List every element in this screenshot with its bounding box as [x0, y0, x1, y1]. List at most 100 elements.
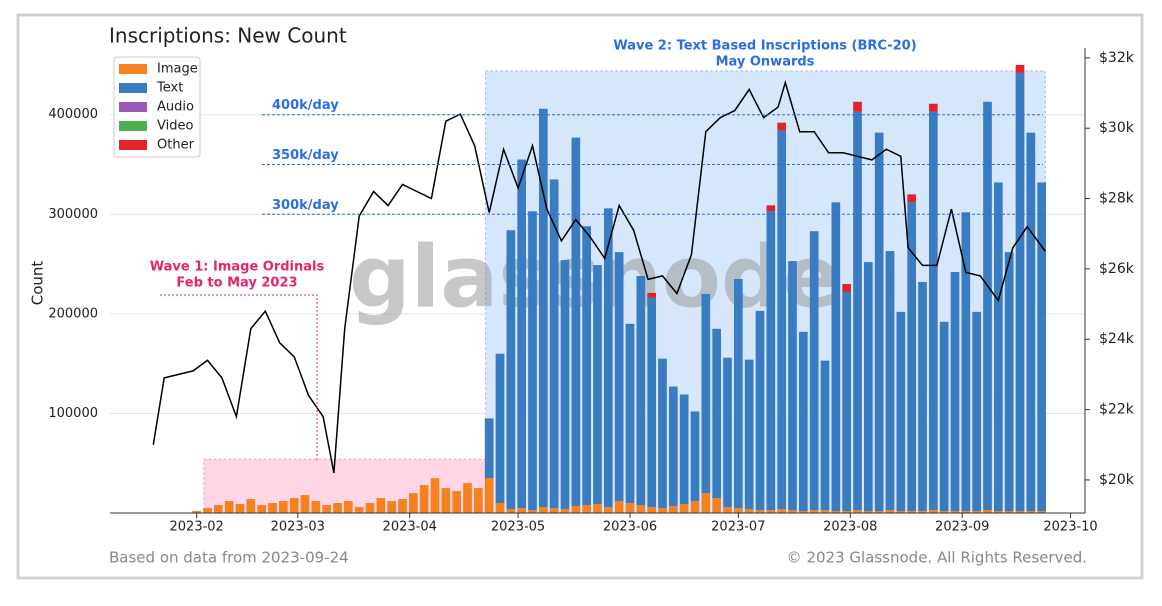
- bar: [495, 353, 505, 504]
- bar: [517, 159, 526, 509]
- bar: [690, 411, 700, 502]
- bar: [712, 498, 721, 513]
- bar: [235, 504, 245, 513]
- x-tick-label: 2023-08: [823, 520, 877, 535]
- bar: [289, 498, 299, 513]
- bar: [430, 478, 440, 513]
- bar: [929, 510, 938, 513]
- bar: [636, 276, 646, 506]
- bar: [701, 293, 711, 494]
- bar: [549, 508, 559, 513]
- bar: [734, 279, 743, 509]
- bar: [679, 394, 689, 505]
- bar: [506, 509, 516, 513]
- bar: [842, 511, 851, 513]
- bar: [690, 501, 700, 513]
- bar: [777, 122, 786, 131]
- y-tick-label: 300000: [48, 207, 98, 222]
- bar: [1015, 72, 1025, 512]
- bar: [268, 503, 277, 513]
- bar: [896, 511, 906, 513]
- bar: [907, 202, 916, 512]
- hline-label: 350k/day: [272, 148, 339, 163]
- bar: [484, 478, 494, 513]
- y-tick-label: 200000: [48, 306, 98, 321]
- bar: [484, 418, 494, 479]
- hline-label: 400k/day: [272, 98, 339, 113]
- bar: [864, 511, 873, 513]
- bar: [929, 111, 938, 511]
- bar: [528, 211, 537, 511]
- bar: [755, 510, 765, 513]
- bar: [853, 111, 862, 511]
- bar: [755, 310, 765, 511]
- region-label: Feb to May 2023: [176, 276, 297, 291]
- bar: [257, 505, 266, 513]
- bar: [820, 510, 830, 513]
- bar: [614, 252, 624, 502]
- bar: [799, 511, 808, 513]
- bar: [495, 503, 505, 513]
- bar: [549, 179, 559, 509]
- bar: [723, 507, 732, 513]
- bar: [788, 261, 797, 511]
- bar: [864, 262, 873, 512]
- bar: [907, 194, 916, 203]
- bar: [452, 491, 461, 513]
- bar: [918, 511, 927, 513]
- x-tick-label: 2023-02: [170, 520, 224, 535]
- bar: [322, 505, 331, 513]
- bar: [809, 510, 819, 513]
- bar: [799, 331, 808, 512]
- bar: [1004, 511, 1014, 513]
- bar: [896, 311, 906, 512]
- bar: [972, 311, 981, 512]
- bar: [604, 208, 613, 508]
- bar: [647, 297, 656, 508]
- bar: [560, 509, 570, 513]
- bar: [582, 226, 591, 506]
- bar: [419, 485, 429, 513]
- legend-label: Other: [157, 138, 195, 153]
- legend-label: Image: [157, 62, 198, 77]
- legend-label: Video: [157, 119, 193, 134]
- bar: [1015, 64, 1025, 73]
- bar: [950, 272, 960, 512]
- y2-tick-label: $20k: [1099, 472, 1135, 488]
- bar: [885, 251, 895, 511]
- legend: Image Text Audio Video Other: [113, 56, 201, 158]
- bar: [224, 501, 234, 513]
- bar: [560, 260, 570, 510]
- chart-title: Inscriptions: New Count: [109, 24, 347, 48]
- bar: [300, 495, 310, 513]
- bar: [939, 511, 949, 513]
- region-label: Wave 2: Text Based Inscriptions (BRC-20): [613, 39, 916, 54]
- bar: [853, 101, 862, 112]
- bar: [409, 493, 418, 513]
- bar: [571, 506, 581, 513]
- bar: [1015, 511, 1025, 513]
- y2-tick-label: $28k: [1099, 191, 1135, 207]
- y2-tick-label: $32k: [1099, 50, 1135, 66]
- legend-box: [113, 56, 201, 158]
- bar: [842, 283, 851, 292]
- bar: [387, 501, 396, 513]
- bar: [788, 510, 797, 513]
- bar: [539, 507, 548, 513]
- bar: [614, 501, 624, 513]
- bar: [734, 508, 743, 513]
- bar: [246, 499, 256, 513]
- bar: [983, 510, 992, 513]
- bar: [398, 499, 407, 513]
- price-line: [152, 79, 1046, 474]
- bar: [214, 505, 223, 513]
- bar: [766, 205, 776, 212]
- y2-tick-label: $26k: [1099, 261, 1135, 277]
- bar: [972, 511, 981, 513]
- bar: [647, 507, 656, 513]
- bar: [874, 132, 884, 512]
- bar: [203, 508, 212, 513]
- legend-label: Audio: [157, 100, 194, 115]
- bar: [593, 504, 602, 513]
